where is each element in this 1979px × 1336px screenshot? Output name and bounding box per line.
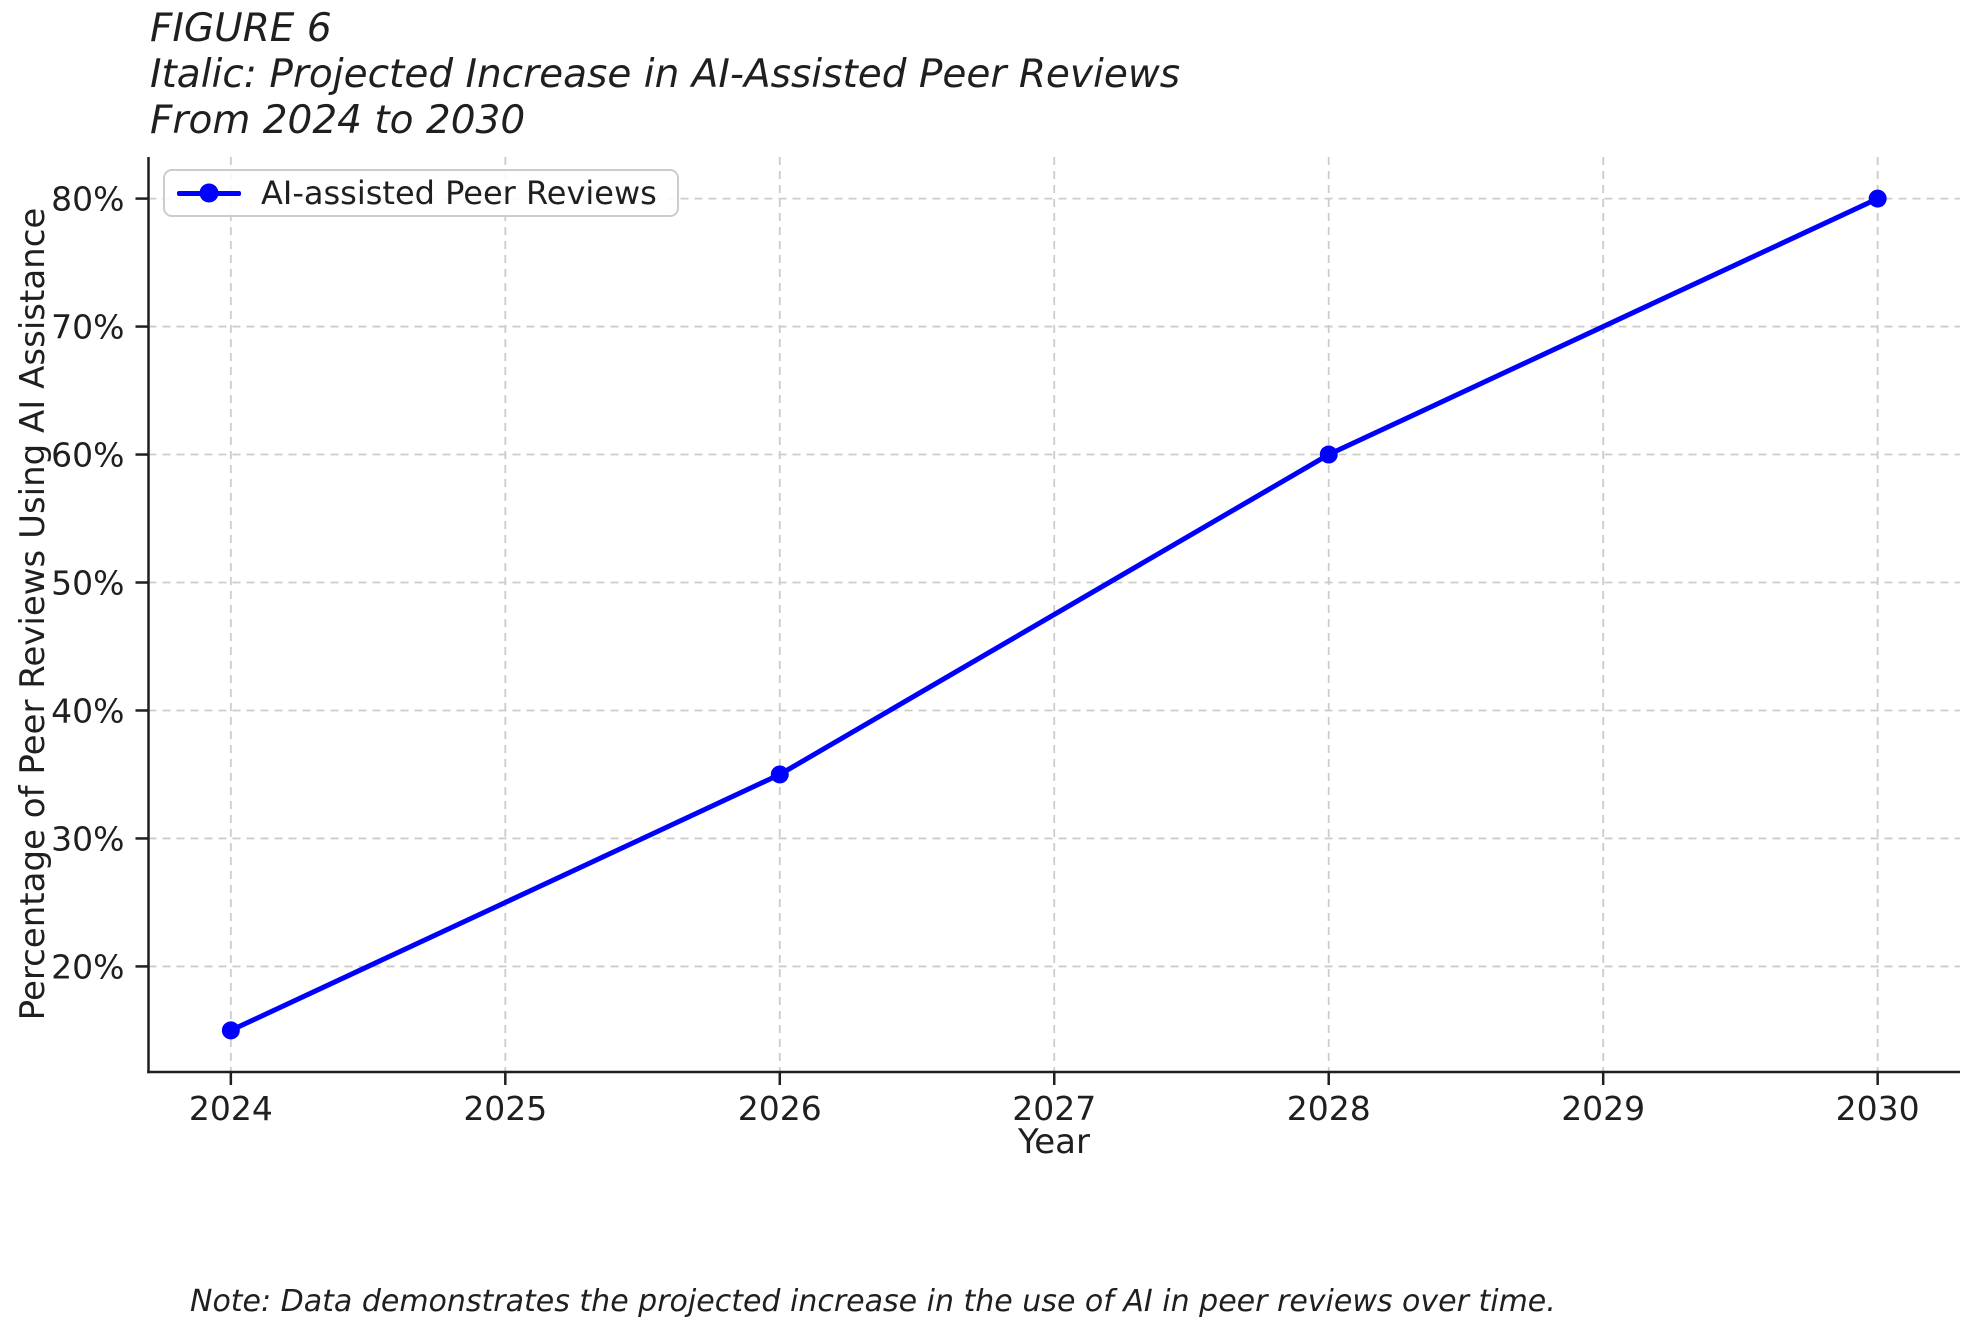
- x-tick-label: 2026: [738, 1089, 822, 1128]
- legend-marker-icon: [199, 183, 219, 203]
- series-line: [228, 196, 1881, 1033]
- figure-title: FIGURE 6 Italic: Projected Increase in A…: [150, 6, 1180, 144]
- y-tick-label: 60%: [51, 436, 124, 475]
- x-tick-label: 2029: [1561, 1089, 1645, 1128]
- y-tick-label: 40%: [51, 691, 124, 730]
- x-tick-label: 2027: [1012, 1089, 1096, 1128]
- x-tick-label: 2024: [189, 1089, 273, 1128]
- data-point-marker: [770, 765, 789, 784]
- data-point-marker: [1868, 189, 1887, 208]
- x-tick-label: 2030: [1836, 1089, 1920, 1128]
- legend: AI-assisted Peer Reviews: [163, 169, 679, 217]
- y-tick-label: 80%: [51, 180, 124, 219]
- y-tick-label: 30%: [51, 819, 124, 858]
- figure-title-line-3: From 2024 to 2030: [150, 98, 526, 143]
- y-tick-label: 70%: [51, 308, 124, 347]
- y-tick-label: 50%: [51, 564, 124, 603]
- figure-title-line-2: Italic: Projected Increase in AI-Assiste…: [150, 52, 1181, 97]
- legend-line-sample: [177, 183, 241, 203]
- y-axis-label: Percentage of Peer Reviews Using AI Assi…: [13, 207, 53, 1021]
- figure-title-line-1: FIGURE 6: [150, 6, 332, 51]
- y-tick-label: 20%: [51, 947, 124, 986]
- figure-note: Note: Data demonstrates the projected in…: [190, 1284, 1556, 1319]
- legend-label: AI-assisted Peer Reviews: [261, 174, 657, 212]
- data-point-marker: [1319, 445, 1338, 464]
- x-tick-label: 2025: [463, 1089, 547, 1128]
- data-point-marker: [221, 1021, 240, 1040]
- x-tick-label: 2028: [1287, 1089, 1371, 1128]
- x-axis-label: Year: [1018, 1122, 1090, 1162]
